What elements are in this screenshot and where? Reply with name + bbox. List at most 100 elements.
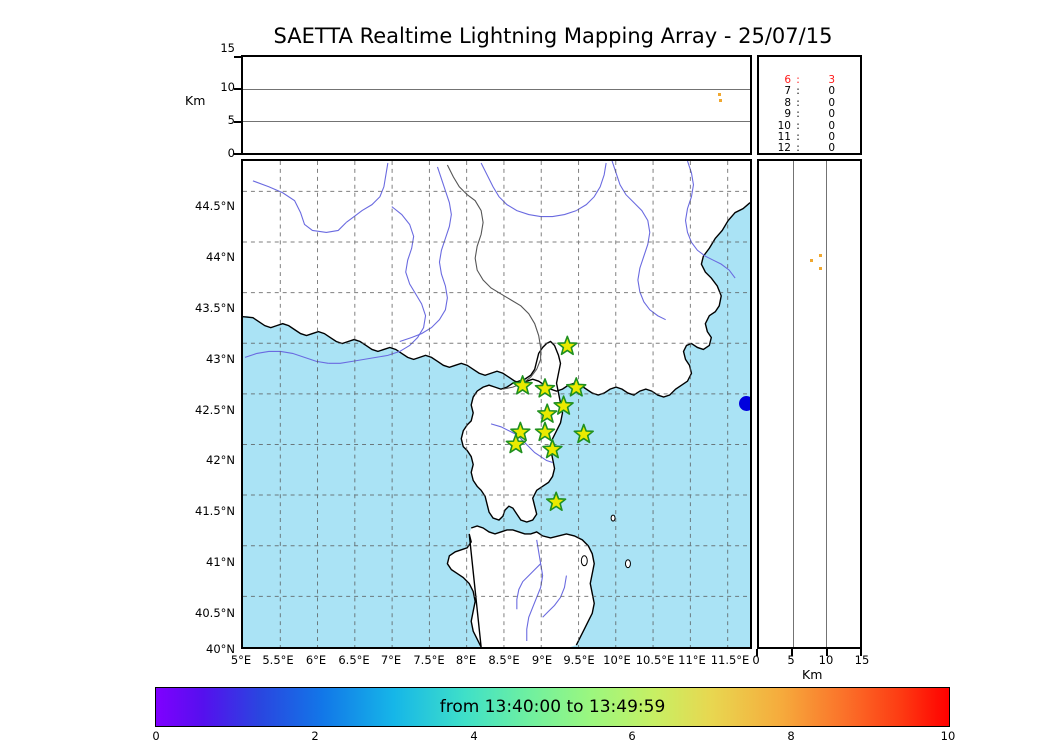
station-star-marker <box>553 395 574 415</box>
island-small-3 <box>610 514 616 522</box>
axis-label-km-side: Km <box>802 667 823 682</box>
station-star-marker <box>512 375 533 395</box>
map-panel[interactable] <box>241 159 752 649</box>
tick-alt-top-10: 10 <box>220 80 235 94</box>
station-count-key: 7 <box>784 85 791 98</box>
tick-lat-41: 41°N <box>206 555 235 569</box>
station-count-separator: : <box>796 108 800 121</box>
tick-lon-5.5: 5.5°E <box>262 653 294 667</box>
tick-alt-top-15: 15 <box>220 41 235 55</box>
tick-lat-44.5: 44.5°N <box>195 199 235 213</box>
station-count-row: 12: 0 <box>767 142 835 155</box>
tick-lat-40.5: 40.5°N <box>195 606 235 620</box>
source-point <box>718 93 721 96</box>
station-count-value: 0 <box>828 119 835 132</box>
station-count-key: 10 <box>777 119 791 132</box>
source-point <box>819 254 822 257</box>
tick-lat-43: 43°N <box>206 352 235 366</box>
station-count-key: 8 <box>784 96 791 109</box>
tick-lon-7.5: 7.5°E <box>413 653 445 667</box>
tick-lat-40: 40°N <box>206 642 235 656</box>
station-count-row: 6: 3 <box>767 74 835 86</box>
landmass-mainland-europe <box>243 161 750 398</box>
station-star-marker <box>505 433 527 454</box>
station-count-value: 3 <box>828 74 835 86</box>
axis-label-km-top: Km <box>185 93 206 108</box>
island-small-2 <box>624 559 631 569</box>
tick-alt-side-0: 0 <box>752 653 760 667</box>
colorbar-tick-8: 8 <box>787 729 795 743</box>
altitude-time-panel <box>241 55 752 155</box>
station-count-separator: : <box>796 130 800 143</box>
colorbar-tick-10: 10 <box>940 729 956 743</box>
tick-lon-10.5: 10.5°E <box>635 653 675 667</box>
station-count-key: 11 <box>777 130 791 143</box>
tick-lat-44: 44°N <box>206 250 235 264</box>
tick-lon-10: 10°E <box>603 653 631 667</box>
station-star-marker <box>545 491 567 512</box>
source-point <box>719 99 722 102</box>
station-count-separator: : <box>796 142 800 155</box>
station-count-row: 7: 0 <box>767 85 835 98</box>
tick-lon-11.5: 11.5°E <box>710 653 750 667</box>
map-geography <box>243 161 750 647</box>
tick-lon-9.5: 9.5°E <box>563 653 595 667</box>
source-point <box>810 259 813 262</box>
station-count-row: 10: 0 <box>767 119 835 132</box>
station-star-marker <box>557 335 578 356</box>
colorbar[interactable]: from 13:40:00 to 13:49:59 <box>155 687 950 727</box>
colorbar-gradient <box>155 687 950 727</box>
station-count-separator: : <box>796 74 800 86</box>
source-point <box>819 267 822 270</box>
tick-lon-7: 7°E <box>380 653 402 667</box>
station-count-value: 0 <box>828 142 835 155</box>
station-star-marker <box>573 423 594 444</box>
station-count-separator: : <box>796 96 800 109</box>
station-star-marker <box>542 438 563 459</box>
colorbar-tick-2: 2 <box>311 729 319 743</box>
map-graticule <box>243 161 750 647</box>
tick-lon-8: 8°E <box>455 653 477 667</box>
tick-alt-top-5: 5 <box>227 113 235 127</box>
station-star-marker <box>536 403 558 423</box>
station-count-list: 6: 3 7: 0 8: 0 9: 0 10: 0 11: 0 12: 0 <box>767 74 835 155</box>
colorbar-tick-4: 4 <box>470 729 478 743</box>
station-count-row: 8: 0 <box>767 96 835 109</box>
station-count-row: 11: 0 <box>767 130 835 143</box>
flash-location-dot <box>739 396 750 411</box>
rivers <box>244 161 736 642</box>
tick-alt-side-15: 15 <box>854 653 870 667</box>
station-star-marker <box>534 421 556 442</box>
island-small-1 <box>580 555 588 567</box>
tick-lon-9: 9°E <box>531 653 553 667</box>
station-count-value: 0 <box>828 108 835 121</box>
station-count-value: 0 <box>828 85 835 98</box>
tick-lat-42: 42°N <box>206 453 235 467</box>
altitude-latitude-panel <box>757 159 862 649</box>
tick-alt-side-10: 10 <box>818 653 834 667</box>
tick-lon-6.5: 6.5°E <box>338 653 370 667</box>
station-star-markers <box>505 335 594 512</box>
tick-lon-11: 11°E <box>678 653 706 667</box>
station-star-marker <box>510 421 531 442</box>
coastline-sardinia <box>446 525 595 647</box>
tick-alt-side-5: 5 <box>787 653 795 667</box>
station-count-panel: 6: 3 7: 0 8: 0 9: 0 10: 0 11: 0 12: 0 <box>757 55 862 155</box>
station-count-row: 9: 0 <box>767 108 835 121</box>
station-count-key: 6 <box>784 74 791 86</box>
tick-lon-5: 5°E <box>230 653 252 667</box>
station-count-key: 12 <box>777 142 791 155</box>
colorbar-tick-0: 0 <box>152 729 160 743</box>
station-star-marker <box>566 377 587 397</box>
colorbar-tick-6: 6 <box>628 729 636 743</box>
tick-lat-42.5: 42.5°N <box>195 403 235 417</box>
tick-lon-8.5: 8.5°E <box>488 653 520 667</box>
tick-alt-top-0: 0 <box>227 146 235 160</box>
station-count-separator: : <box>796 119 800 132</box>
tick-lat-43.5: 43.5°N <box>195 301 235 315</box>
station-count-key: 9 <box>784 108 791 121</box>
station-count-separator: : <box>796 85 800 98</box>
page-title: SAETTA Realtime Lightning Mapping Array … <box>273 24 833 48</box>
tick-lat-41.5: 41.5°N <box>195 504 235 518</box>
